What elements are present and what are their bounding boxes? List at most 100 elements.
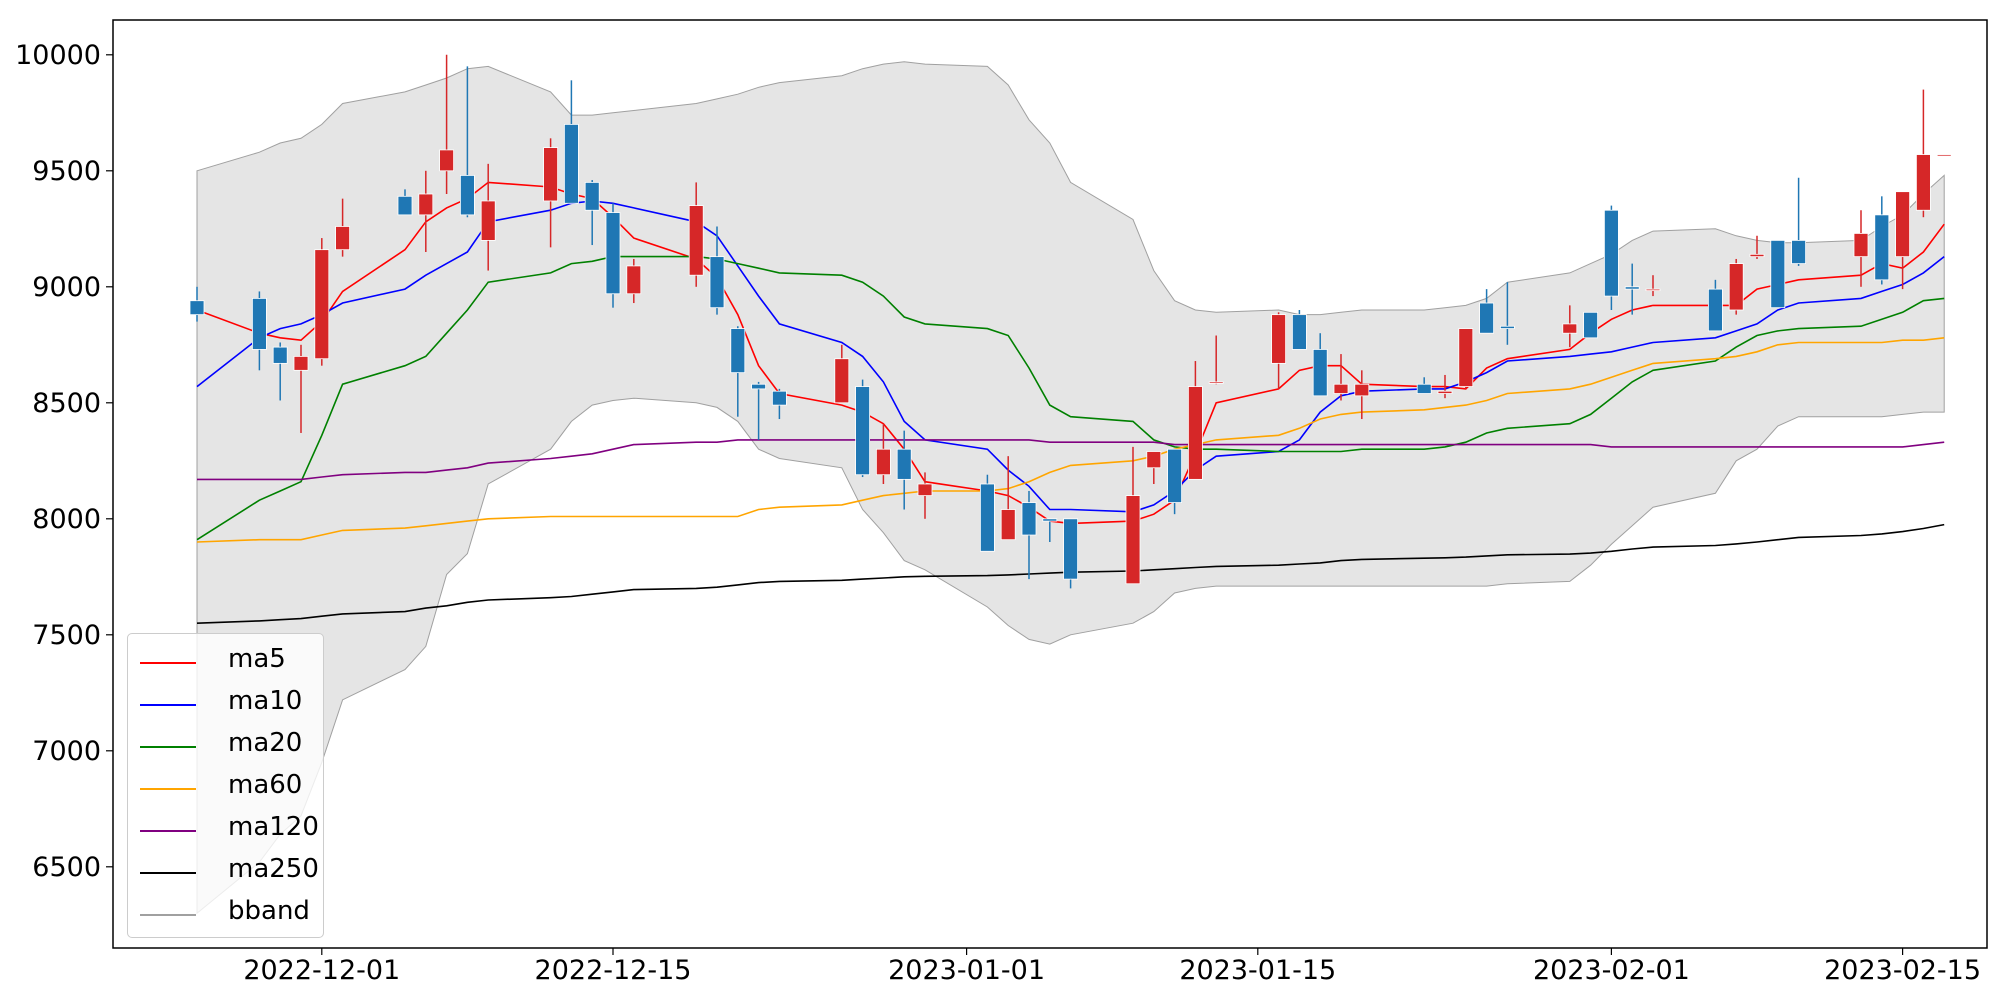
candle-body	[855, 386, 870, 476]
candle-body	[709, 256, 725, 309]
legend-item-ma20: ma20	[140, 726, 320, 766]
candle-body	[896, 448, 912, 480]
candle-body	[1562, 323, 1578, 334]
candle-body	[293, 355, 309, 371]
legend-label: ma10	[228, 686, 303, 716]
candle-body	[1853, 233, 1869, 258]
ma60-line	[196, 337, 1945, 543]
candle-body	[876, 448, 891, 476]
candle-body	[335, 226, 351, 251]
legend-label: bband	[228, 896, 310, 926]
candle-body	[1021, 502, 1037, 536]
x-tick-label: 2023-02-01	[1533, 955, 1690, 986]
candle-body	[1458, 328, 1474, 387]
candle-body	[1895, 191, 1910, 258]
candle-body	[626, 265, 642, 295]
candle-body	[1042, 518, 1058, 522]
y-tick-label: 7500	[32, 620, 101, 651]
legend-label: ma120	[228, 812, 319, 842]
candle-body	[917, 483, 933, 497]
bband-area	[196, 61, 1945, 915]
legend-item-ma250: ma250	[140, 852, 320, 892]
y-tick-label: 8500	[32, 388, 101, 419]
candle-body	[1604, 209, 1619, 297]
y-tick-label: 7000	[32, 736, 101, 767]
candle-body	[1208, 381, 1224, 384]
legend-item-ma120: ma120	[140, 810, 320, 850]
legend-item-ma10: ma10	[140, 684, 320, 724]
candle-body	[751, 383, 766, 390]
legend-swatch	[140, 746, 196, 748]
legend-swatch	[140, 872, 196, 874]
x-tick-label: 2023-01-15	[1179, 955, 1336, 986]
candle-body	[543, 147, 558, 202]
x-tick-label: 2022-12-15	[535, 955, 692, 986]
y-tick-label: 9500	[32, 156, 101, 187]
candle-body	[1416, 383, 1432, 394]
candle-body	[1125, 495, 1141, 585]
y-tick-label: 10000	[15, 40, 101, 71]
legend-swatch	[140, 788, 196, 790]
y-tick-label: 9000	[32, 272, 101, 303]
axes: 6500 7000 7500 8000 8500 9000 9500 10000 2022-12…	[15, 19, 1988, 986]
candle-body	[1146, 451, 1162, 469]
candle-body	[1354, 383, 1370, 397]
ma20-line	[196, 255, 1945, 541]
legend-item-bband: bband	[140, 894, 320, 934]
y-tick-label: 8000	[32, 504, 101, 535]
candle-body	[397, 195, 413, 216]
candle-body	[459, 175, 475, 216]
legend-item-ma60: ma60	[140, 768, 320, 808]
candle-body	[1624, 286, 1640, 290]
legend-swatch	[140, 830, 196, 832]
legend-label: ma5	[228, 644, 286, 674]
candle-body	[1000, 509, 1016, 541]
plot-area	[189, 54, 1952, 915]
candle-body	[251, 297, 267, 350]
candle-body	[272, 346, 288, 364]
candle-body	[1063, 518, 1078, 580]
candle-body	[1333, 383, 1349, 394]
ma120-line	[197, 439, 1945, 481]
candle-body	[1749, 253, 1765, 258]
candle-body	[584, 181, 600, 211]
candle-body	[564, 124, 579, 204]
candle-body	[1188, 386, 1203, 480]
candle-body	[1479, 302, 1494, 334]
plot-frame	[112, 19, 1988, 949]
candle-body	[1437, 390, 1453, 394]
candle-body	[418, 193, 434, 216]
candle-body	[1271, 314, 1286, 364]
candle-body	[834, 358, 850, 404]
candle-body	[189, 300, 205, 316]
candle-body	[1708, 288, 1723, 332]
legend-label: ma250	[228, 854, 319, 884]
candle-body	[688, 205, 704, 276]
x-tick-label: 2023-02-15	[1824, 955, 1981, 986]
candle-body	[1916, 154, 1931, 211]
candle-body	[730, 328, 746, 374]
candle-body	[772, 390, 787, 406]
candle-body	[1312, 349, 1328, 397]
candle-body	[1167, 448, 1182, 503]
legend-swatch	[140, 662, 196, 664]
candle-body	[980, 483, 995, 552]
candle-body	[314, 249, 330, 360]
candle-body	[1645, 288, 1661, 292]
candle-body	[1500, 325, 1515, 329]
candle-body	[1770, 239, 1786, 309]
legend-swatch	[140, 914, 196, 916]
candle-body	[1292, 314, 1307, 350]
legend-label: ma20	[228, 728, 303, 758]
legend-label: ma60	[228, 770, 303, 800]
candle-body	[1728, 263, 1744, 311]
legend: ma5 ma10 ma20 ma60 ma120 ma250 bband	[127, 633, 324, 938]
candle-body	[1583, 311, 1598, 339]
x-tick-label: 2022-12-01	[243, 955, 400, 986]
candle-body	[480, 200, 496, 241]
candle-body	[1874, 214, 1890, 281]
candle-body	[1936, 154, 1952, 157]
y-tick-label: 6500	[32, 852, 101, 883]
